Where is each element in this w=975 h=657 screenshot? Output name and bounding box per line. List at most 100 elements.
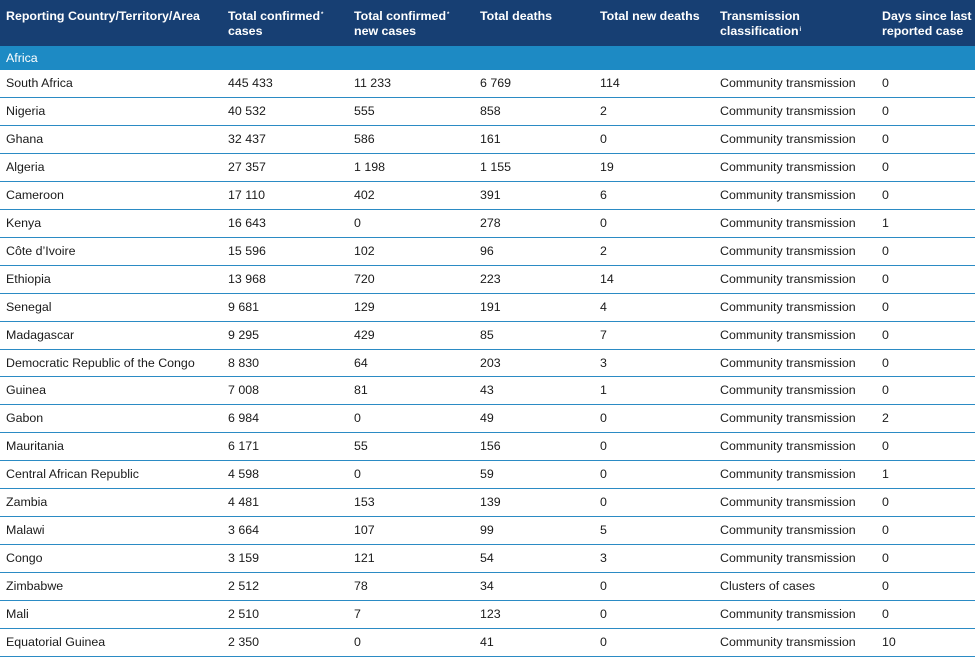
- cell-total-cases: 9 681: [222, 293, 348, 322]
- cell-new-deaths: 114: [594, 70, 714, 98]
- cell-new-cases: 129: [348, 293, 474, 322]
- cell-total-cases: 7 008: [222, 376, 348, 406]
- table-row: Ghana 32 437 586 161 0 Community transmission…: [0, 125, 975, 154]
- table-row: Congo 3 159 121 54 3 Community transmission 0: [0, 544, 975, 574]
- header-transmission: Transmission classificationi: [714, 0, 876, 46]
- cell-total-deaths: 139: [474, 488, 594, 518]
- cell-transmission: Community transmission: [714, 628, 876, 657]
- cell-total-deaths: 391: [474, 181, 594, 210]
- cell-total-cases: 3 159: [222, 544, 348, 574]
- cell-transmission: Community transmission: [714, 181, 876, 210]
- cell-total-cases: 3 664: [222, 516, 348, 546]
- cell-total-cases: 17 110: [222, 181, 348, 210]
- cell-country: Madagascar: [0, 321, 222, 350]
- cell-total-cases: 2 510: [222, 600, 348, 630]
- table-row: Democratic Republic of the Congo 8 830 64 2…: [0, 349, 975, 378]
- cell-days-since: 0: [876, 488, 975, 518]
- cell-new-deaths: 2: [594, 97, 714, 126]
- cell-total-deaths: 49: [474, 404, 594, 434]
- cell-total-deaths: 6 769: [474, 70, 594, 98]
- cell-new-cases: 153: [348, 488, 474, 518]
- header-total-cases: Total confirmed* cases: [222, 0, 348, 46]
- cell-new-cases: 1 198: [348, 153, 474, 182]
- cell-country: Ghana: [0, 125, 222, 154]
- cell-new-cases: 586: [348, 125, 474, 154]
- cell-transmission: Community transmission: [714, 516, 876, 546]
- table-row: Malawi 3 664 107 99 5 Community transmission 0: [0, 516, 975, 546]
- cell-days-since: 0: [876, 376, 975, 406]
- cell-transmission: Community transmission: [714, 349, 876, 378]
- cell-total-deaths: 41: [474, 628, 594, 657]
- cell-transmission: Community transmission: [714, 97, 876, 126]
- cell-transmission: Clusters of cases: [714, 572, 876, 602]
- cell-transmission: Community transmission: [714, 404, 876, 434]
- cell-days-since: 1: [876, 209, 975, 238]
- cell-days-since: 0: [876, 153, 975, 182]
- cell-total-cases: 15 596: [222, 237, 348, 266]
- cell-transmission: Community transmission: [714, 125, 876, 154]
- cell-total-cases: 6 984: [222, 404, 348, 434]
- cell-transmission: Community transmission: [714, 265, 876, 294]
- cell-country: Cameroon: [0, 181, 222, 210]
- table-row: Ethiopia 13 968 720 223 14 Community transmis…: [0, 265, 975, 294]
- cell-new-deaths: 3: [594, 544, 714, 574]
- cell-total-deaths: 59: [474, 460, 594, 490]
- cell-country: Ethiopia: [0, 265, 222, 294]
- cell-new-deaths: 6: [594, 181, 714, 210]
- cell-transmission: Community transmission: [714, 293, 876, 322]
- cell-days-since: 0: [876, 600, 975, 630]
- cell-new-deaths: 5: [594, 516, 714, 546]
- cell-new-deaths: 0: [594, 432, 714, 462]
- cell-total-deaths: 203: [474, 349, 594, 378]
- table-row: Madagascar 9 295 429 85 7 Community transmiss…: [0, 321, 975, 350]
- cell-total-cases: 445 433: [222, 70, 348, 98]
- cell-days-since: 1: [876, 460, 975, 490]
- cell-country: South Africa: [0, 70, 222, 98]
- cell-transmission: Community transmission: [714, 432, 876, 462]
- cell-total-cases: 4 598: [222, 460, 348, 490]
- cell-new-deaths: 0: [594, 600, 714, 630]
- header-new-deaths: Total new deaths: [594, 0, 714, 46]
- cell-new-cases: 0: [348, 460, 474, 490]
- cell-days-since: 0: [876, 572, 975, 602]
- table-row: Nigeria 40 532 555 858 2 Community transmissi…: [0, 97, 975, 126]
- cell-total-cases: 2 350: [222, 628, 348, 657]
- cell-days-since: 0: [876, 265, 975, 294]
- header-country: Reporting Country/Territory/Area: [0, 0, 222, 46]
- cell-transmission: Community transmission: [714, 209, 876, 238]
- cell-new-deaths: 3: [594, 349, 714, 378]
- cell-days-since: 0: [876, 432, 975, 462]
- header-new-cases: Total confirmed* new cases: [348, 0, 474, 46]
- cell-days-since: 0: [876, 516, 975, 546]
- cell-new-deaths: 19: [594, 153, 714, 182]
- cell-new-cases: 64: [348, 349, 474, 378]
- table-row: Central African Republic 4 598 0 59 0 Communi…: [0, 460, 975, 490]
- cell-country: Kenya: [0, 209, 222, 238]
- cell-days-since: 2: [876, 404, 975, 434]
- cell-total-cases: 40 532: [222, 97, 348, 126]
- cell-total-cases: 9 295: [222, 321, 348, 350]
- region-row: Africa: [0, 46, 975, 70]
- cell-days-since: 0: [876, 181, 975, 210]
- cell-transmission: Community transmission: [714, 376, 876, 406]
- cell-country: Democratic Republic of the Congo: [0, 349, 222, 378]
- cell-new-cases: 429: [348, 321, 474, 350]
- cell-new-cases: 555: [348, 97, 474, 126]
- cell-new-cases: 402: [348, 181, 474, 210]
- cell-total-deaths: 278: [474, 209, 594, 238]
- cell-total-cases: 4 481: [222, 488, 348, 518]
- cell-country: Senegal: [0, 293, 222, 322]
- table-row: Guinea 7 008 81 43 1 Community transmission 0: [0, 376, 975, 406]
- cell-new-cases: 720: [348, 265, 474, 294]
- cell-total-deaths: 43: [474, 376, 594, 406]
- cell-days-since: 10: [876, 628, 975, 657]
- cell-total-deaths: 161: [474, 125, 594, 154]
- cell-new-deaths: 0: [594, 404, 714, 434]
- cell-total-deaths: 191: [474, 293, 594, 322]
- table-row: South Africa 445 433 11 233 6 769 114 Communi…: [0, 70, 975, 98]
- cell-total-deaths: 858: [474, 97, 594, 126]
- table-row: Senegal 9 681 129 191 4 Community transmissio…: [0, 293, 975, 322]
- cell-transmission: Community transmission: [714, 321, 876, 350]
- cell-new-deaths: 2: [594, 237, 714, 266]
